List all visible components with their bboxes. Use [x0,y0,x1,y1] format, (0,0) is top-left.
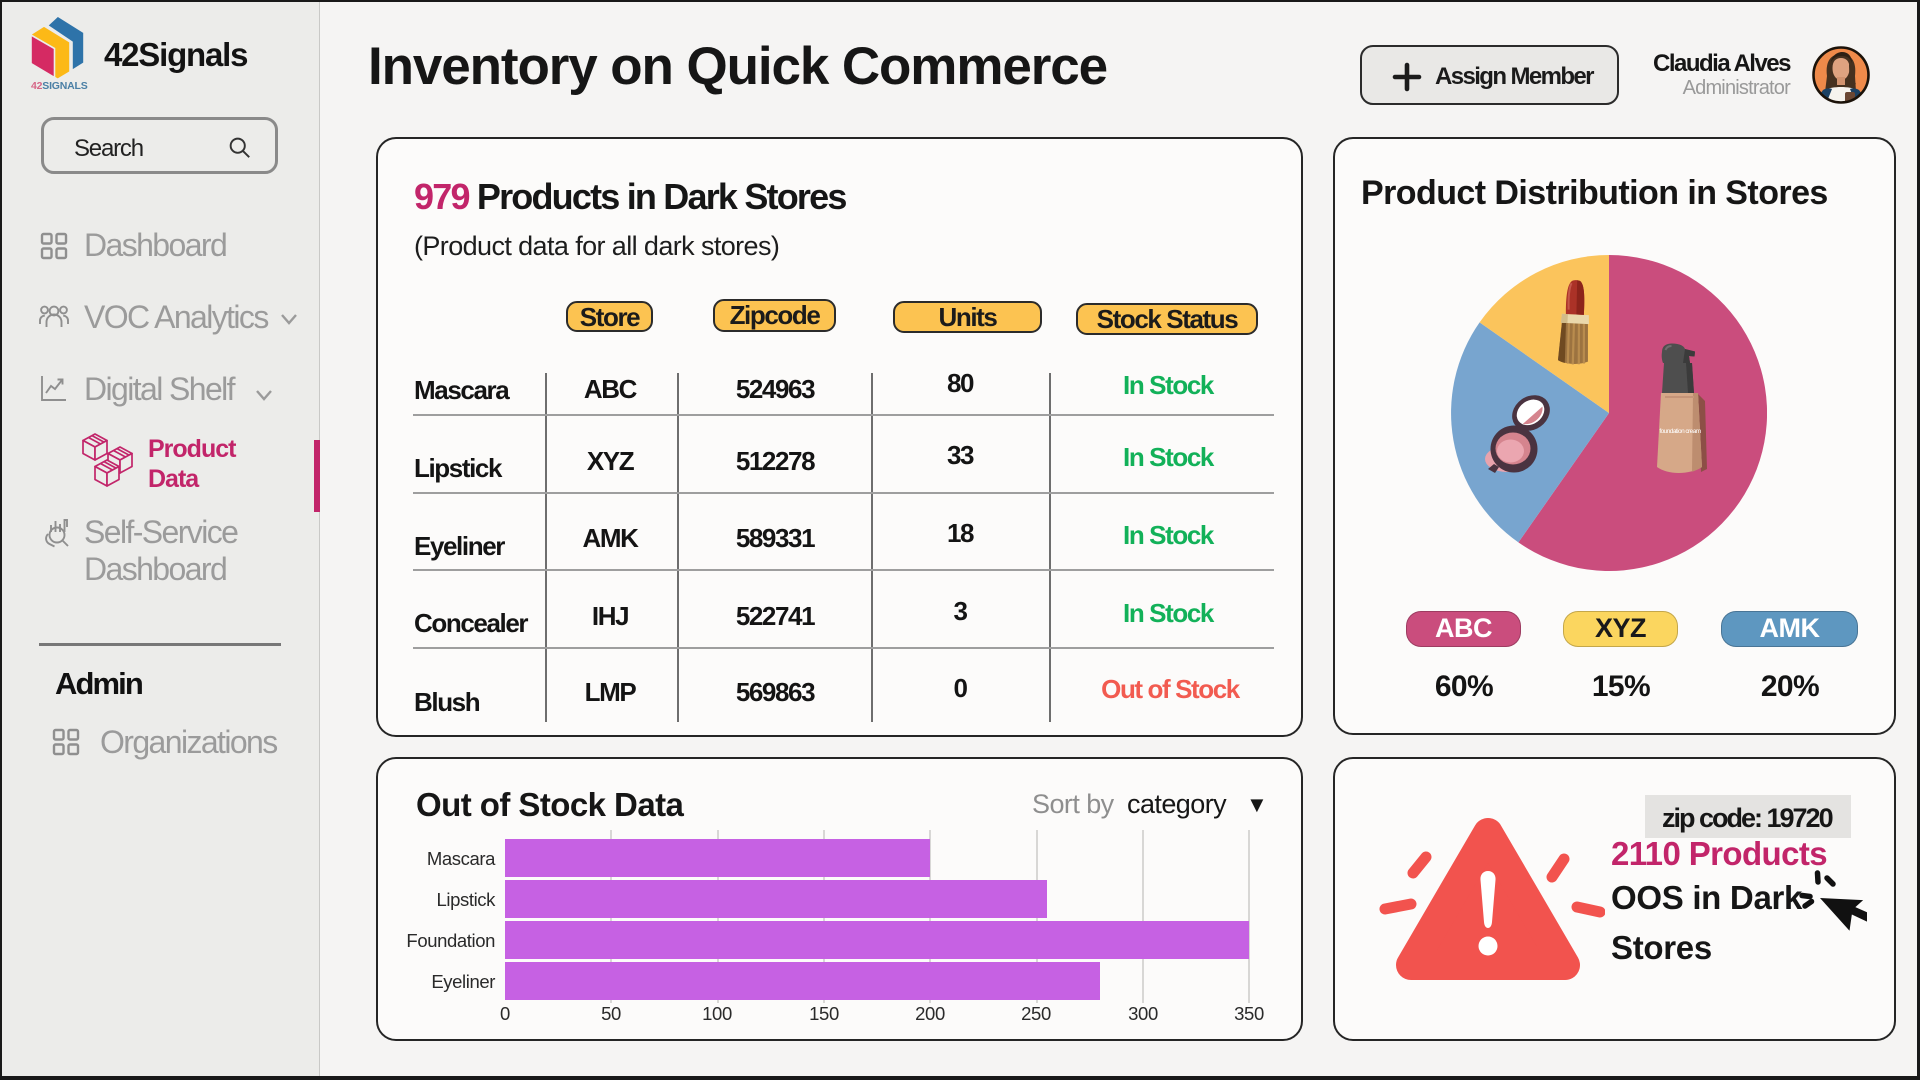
svg-text:foundation cream: foundation cream [1659,428,1700,435]
